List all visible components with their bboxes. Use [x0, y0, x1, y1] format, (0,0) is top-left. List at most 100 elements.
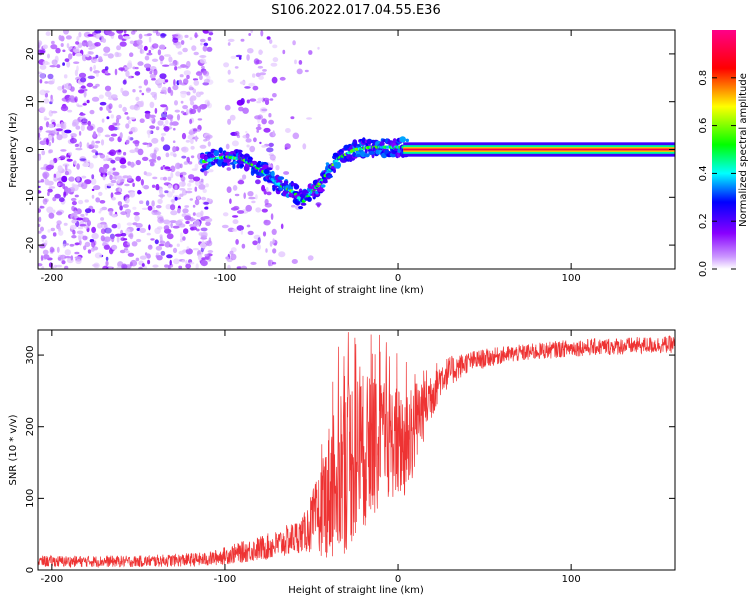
noise-blob — [159, 234, 163, 239]
noise-blob — [80, 85, 86, 89]
noise-blob — [92, 246, 99, 251]
noise-blob — [151, 184, 156, 188]
noise-blob — [39, 140, 47, 146]
noise-blob — [185, 221, 190, 224]
noise-blob — [183, 70, 191, 76]
noise-blob — [172, 188, 175, 194]
noise-blob — [48, 110, 53, 117]
noise-blob — [120, 164, 127, 169]
noise-blob — [48, 141, 52, 147]
noise-blob — [224, 104, 231, 111]
noise-blob — [155, 126, 160, 131]
noise-blob — [89, 66, 93, 72]
noise-blob — [151, 210, 157, 216]
noise-blob — [262, 69, 267, 72]
noise-blob — [42, 172, 48, 180]
noise-blob — [85, 53, 90, 58]
track-halo — [293, 184, 300, 190]
noise-blob — [259, 72, 267, 76]
noise-blob — [181, 189, 188, 196]
noise-blob — [122, 79, 127, 85]
noise-blob — [180, 232, 183, 239]
noise-blob — [98, 131, 101, 137]
noise-blob — [187, 182, 192, 187]
noise-blob — [76, 65, 79, 72]
noise-blob — [136, 39, 143, 45]
noise-blob — [79, 223, 87, 227]
noise-blob — [166, 240, 170, 245]
noise-blob — [129, 232, 134, 240]
noise-blob — [52, 209, 56, 213]
noise-blob — [39, 106, 46, 113]
noise-blob — [111, 236, 115, 243]
noise-blob — [118, 188, 122, 192]
track-halo — [277, 176, 285, 181]
noise-blob — [157, 216, 165, 224]
noise-blob — [139, 255, 147, 260]
noise-blob — [56, 220, 62, 225]
noise-blob — [120, 211, 127, 216]
noise-blob — [258, 49, 263, 55]
noise-blob — [201, 65, 205, 69]
noise-blob — [139, 118, 145, 123]
noise-blob — [296, 68, 303, 75]
noise-blob — [39, 79, 43, 84]
noise-blob — [151, 137, 159, 144]
noise-blob — [170, 115, 173, 123]
noise-blob — [190, 100, 195, 106]
noise-blob — [56, 134, 63, 141]
noise-blob — [129, 52, 134, 57]
noise-blob — [195, 91, 202, 98]
noise-blob — [68, 53, 73, 60]
noise-blob — [87, 249, 92, 254]
noise-blob — [269, 39, 273, 44]
track-halo — [271, 170, 275, 177]
noise-blob — [256, 243, 261, 251]
noise-blob — [150, 69, 153, 74]
noise-blob — [265, 187, 269, 192]
track-halo — [392, 138, 397, 144]
noise-blob — [234, 131, 240, 137]
noise-blob — [174, 162, 181, 170]
noise-blob — [156, 205, 162, 209]
noise-blob — [166, 191, 173, 198]
noise-blob — [166, 254, 173, 259]
noise-blob — [146, 52, 153, 56]
noise-blob — [57, 86, 64, 91]
track-halo — [218, 147, 223, 154]
track-halo — [288, 186, 294, 191]
y-tick-label: 0 — [25, 146, 36, 152]
noise-blob — [99, 200, 106, 204]
noise-blob — [179, 163, 183, 169]
track-halo — [207, 153, 215, 158]
noise-blob — [127, 252, 135, 257]
noise-blob — [116, 30, 124, 34]
noise-blob — [82, 162, 90, 167]
noise-blob — [272, 248, 277, 254]
noise-blob — [118, 149, 121, 153]
noise-blob — [177, 207, 181, 214]
noise-blob — [72, 229, 76, 235]
noise-blob — [134, 139, 140, 147]
noise-blob — [100, 235, 105, 242]
noise-blob — [180, 110, 185, 114]
noise-blob — [188, 180, 195, 183]
noise-blob — [76, 36, 80, 42]
noise-blob — [261, 108, 268, 112]
noise-blob — [137, 148, 144, 156]
noise-blob — [157, 49, 162, 56]
noise-blob — [229, 250, 234, 255]
noise-blob — [51, 136, 55, 144]
noise-blob — [298, 60, 303, 65]
noise-blob — [246, 224, 251, 228]
noise-blob — [63, 74, 68, 79]
noise-blob — [206, 198, 212, 202]
y-tick-label: 300 — [25, 346, 36, 365]
noise-blob — [108, 266, 113, 269]
noise-blob — [130, 161, 135, 168]
noise-blob — [147, 132, 151, 139]
noise-blob — [130, 30, 136, 35]
noise-blob — [43, 98, 50, 104]
noise-blob — [172, 37, 179, 43]
noise-blob — [192, 204, 196, 208]
